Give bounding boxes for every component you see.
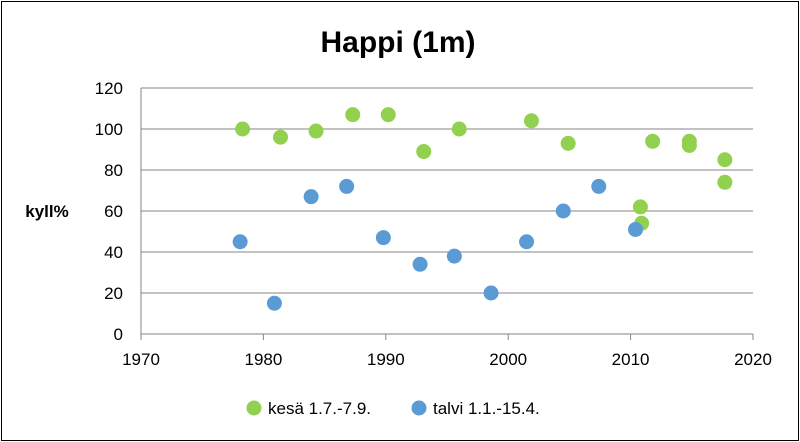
summer-data-point [451,121,467,137]
x-tick-labels: 1970 1980 1990 2000 2010 2020 [122,350,772,369]
y-axis-label: kyll% [25,202,68,221]
y-tick-label: 20 [104,284,123,303]
axes [140,88,754,340]
winter-data-point [339,178,355,194]
legend-label: kesä 1.7.-7.9. [268,399,371,418]
winter-data-point [627,221,643,237]
summer-data-point [681,137,697,153]
x-tick-label: 1990 [367,350,405,369]
summer-data-point [717,152,733,168]
summer-data-point [380,107,396,123]
winter-data-point [519,234,535,250]
data-points [232,107,733,311]
legend-label: talvi 1.1.-15.4. [433,399,540,418]
legend-marker [411,400,427,416]
winter-data-point [232,234,248,250]
summer-data-point [632,199,648,215]
winter-data-point [412,256,428,272]
x-tick-label: 2010 [612,350,650,369]
summer-data-point [717,174,733,190]
summer-data-point [345,107,361,123]
y-tick-labels: 0 20 40 60 80 100 120 [95,79,123,344]
y-tick-label: 80 [104,161,123,180]
winter-data-point [375,230,391,246]
summer-data-point [308,123,324,139]
summer-data-point [645,133,661,149]
y-tick-label: 120 [95,79,123,98]
winter-data-point [266,295,282,311]
gridlines [141,87,753,294]
y-tick-label: 60 [104,202,123,221]
winter-data-point [483,285,499,301]
winter-data-point [555,203,571,219]
winter-data-point [446,248,462,264]
y-tick-label: 0 [114,325,123,344]
winter-data-point [303,189,319,205]
summer-data-point [523,113,539,129]
y-tick-label: 100 [95,120,123,139]
legend-marker [246,400,262,416]
x-tick-label: 2000 [489,350,527,369]
legend: kesä 1.7.-7.9. talvi 1.1.-15.4. [246,399,540,418]
x-tick-label: 1980 [244,350,282,369]
x-tick-label: 2020 [734,350,772,369]
summer-data-point [560,135,576,151]
winter-data-point [591,178,607,194]
summer-data-point [235,121,251,137]
x-tick-label: 1970 [122,350,160,369]
y-tick-label: 40 [104,243,123,262]
summer-data-point [416,144,432,160]
chart-title: Happi (1m) [320,26,475,59]
summer-data-point [273,129,289,145]
